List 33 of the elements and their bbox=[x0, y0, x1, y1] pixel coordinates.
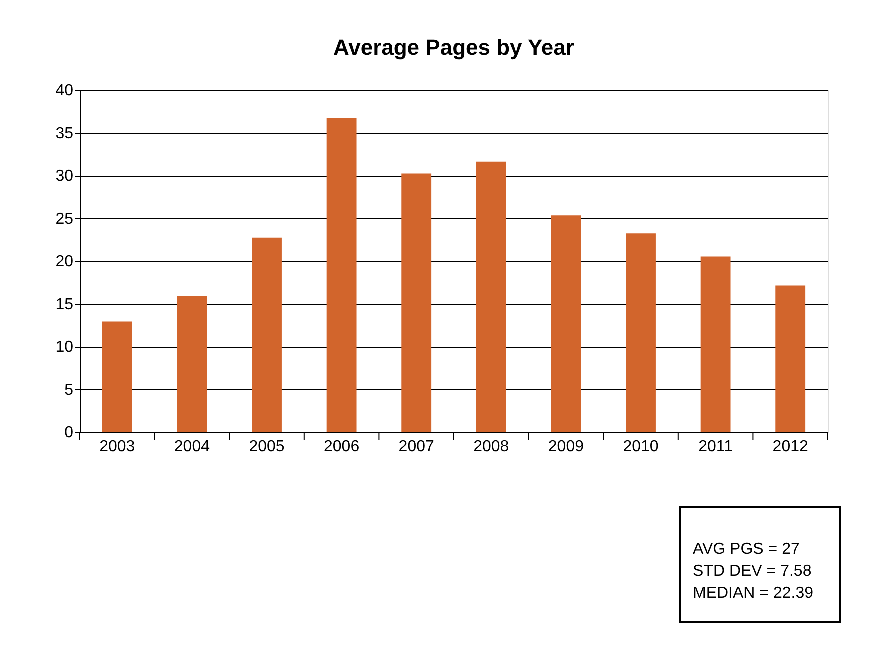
text: STD DEV = 7.58 bbox=[693, 563, 812, 580]
y-tick-label: 35 bbox=[56, 125, 74, 142]
bar bbox=[551, 216, 582, 432]
x-tick-label: 2005 bbox=[249, 438, 285, 456]
text: MEDIAN = 22.39 bbox=[693, 585, 814, 602]
x-tick-label: 2006 bbox=[324, 438, 360, 456]
y-tick-label: 25 bbox=[56, 210, 74, 228]
y-tick-label: 40 bbox=[56, 82, 74, 100]
x-tick-label: 2008 bbox=[474, 438, 510, 456]
bar bbox=[700, 256, 731, 432]
bar bbox=[476, 162, 506, 432]
x-tick-label: 2003 bbox=[100, 438, 136, 456]
x-tick-label: 2009 bbox=[548, 438, 584, 456]
bar bbox=[102, 322, 132, 432]
x-tick-label: 2004 bbox=[174, 438, 210, 456]
text: AVG PGS = 27 bbox=[693, 541, 800, 558]
x-tick-label: 2011 bbox=[698, 438, 734, 456]
x-tick-label: 2007 bbox=[398, 438, 434, 456]
bar bbox=[402, 174, 432, 432]
bar bbox=[252, 238, 282, 432]
y-tick-label: 15 bbox=[56, 296, 74, 314]
y-tick-label: 0 bbox=[64, 424, 74, 442]
bar bbox=[326, 118, 357, 432]
bar bbox=[177, 296, 208, 432]
y-tick-label: 5 bbox=[64, 382, 74, 399]
y-tick-label: 20 bbox=[56, 254, 74, 270]
y-tick-label: 10 bbox=[56, 339, 74, 356]
bar bbox=[626, 234, 656, 432]
bar bbox=[776, 286, 806, 432]
chart-title: Average Pages by Year bbox=[334, 35, 575, 60]
x-tick-label: 2010 bbox=[623, 438, 659, 456]
y-tick-label: 30 bbox=[56, 168, 74, 185]
x-tick-label: 2012 bbox=[772, 438, 808, 456]
